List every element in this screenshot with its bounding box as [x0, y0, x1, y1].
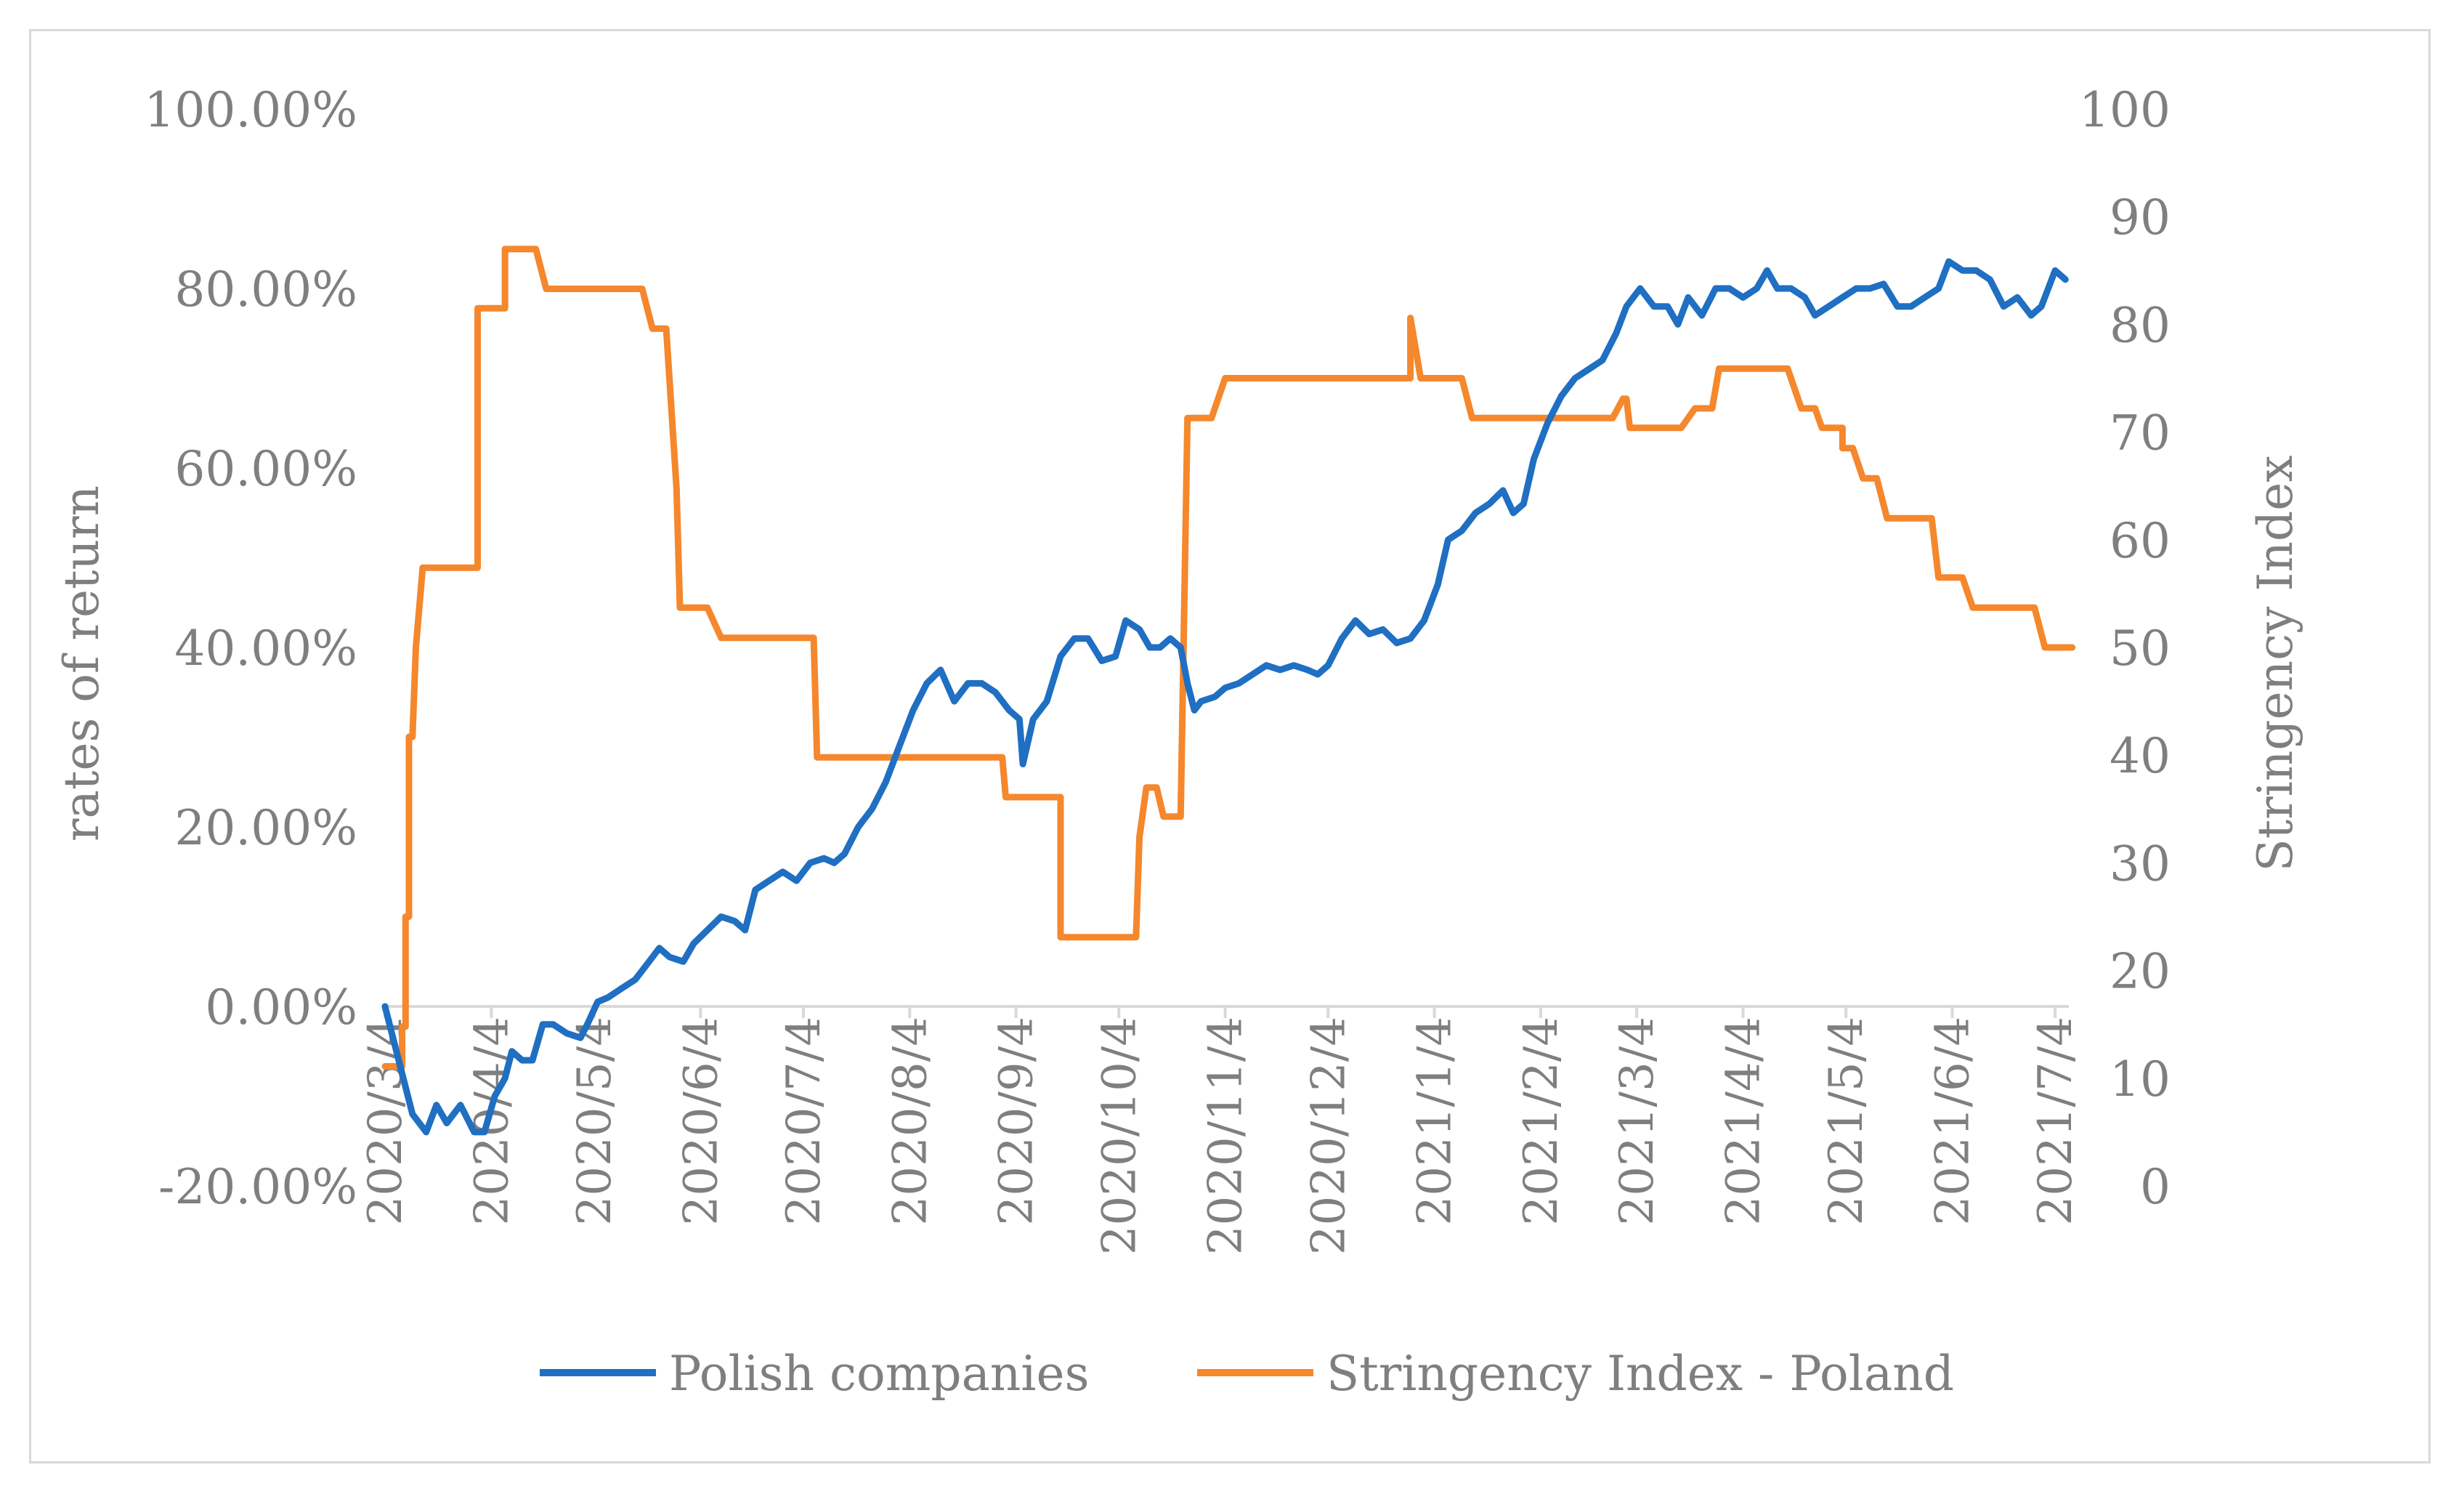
left-axis-tick-label: 80.00% — [174, 262, 357, 318]
x-axis-tick-label: 2020/11/4 — [1199, 1017, 1253, 1255]
x-axis-tick-label: 2020/6/4 — [674, 1017, 728, 1225]
legend-label-polish-companies: Polish companies — [669, 1346, 1089, 1402]
right-axis-tick-label: 50 — [2110, 621, 2171, 677]
x-axis-tick-label: 2021/6/4 — [1926, 1017, 1979, 1225]
right-axis-tick-label: 40 — [2110, 728, 2171, 784]
right-axis-tick-label: 60 — [2110, 513, 2171, 569]
left-axis-tick-label: 0.00% — [205, 980, 357, 1035]
x-axis-tick-label: 2021/2/4 — [1515, 1017, 1568, 1225]
x-axis-tick-label: 2020/12/4 — [1302, 1017, 1355, 1255]
series-line-polish-companies — [381, 258, 2069, 1136]
x-axis-tick-label: 2021/4/4 — [1717, 1017, 1771, 1225]
right-axis-tick-label: 70 — [2110, 405, 2171, 461]
series-line-stringency-index — [381, 246, 2076, 1070]
x-axis-tick-label: 2021/7/4 — [2029, 1017, 2083, 1225]
x-axis-tick-label: 2020/7/4 — [777, 1017, 831, 1225]
left-axis-tick-label: 60.00% — [174, 441, 357, 497]
right-axis-tick-label: 10 — [2110, 1051, 2171, 1107]
right-axis-tick-label: 30 — [2110, 836, 2171, 892]
left-axis-tick-labels: 100.00% 80.00% 60.00% 40.00% 20.00% 0.00% -20.… — [144, 82, 357, 1215]
right-axis-tick-label: 100 — [2079, 82, 2171, 138]
right-axis-title: Stringency Index — [2248, 455, 2303, 871]
legend-label-stringency-index: Stringency Index - Poland — [1326, 1346, 1954, 1402]
x-axis-tick-label: 2020/4/4 — [465, 1017, 519, 1225]
left-axis-tick-label: -20.00% — [158, 1159, 357, 1215]
chart-legend: Polish companies Stringency Index - Pola… — [540, 1346, 1954, 1402]
chart-frame: 100.00% 80.00% 60.00% 40.00% 20.00% 0.00% -20.… — [29, 29, 2431, 1463]
dual-axis-line-chart: 100.00% 80.00% 60.00% 40.00% 20.00% 0.00% -20.… — [54, 82, 2303, 1402]
x-axis-tick-label: 2020/5/4 — [568, 1017, 622, 1225]
left-axis-tick-label: 100.00% — [144, 82, 357, 138]
x-axis-tick-label: 2021/1/4 — [1409, 1017, 1462, 1225]
series-lines — [381, 246, 2076, 1136]
right-axis-tick-label: 90 — [2110, 190, 2171, 246]
left-axis-title: rates of return — [54, 485, 110, 841]
x-axis-tick-label: 2020/8/4 — [883, 1017, 937, 1225]
right-axis-tick-label: 20 — [2110, 944, 2171, 1000]
x-axis-tick-label: 2020/10/4 — [1093, 1017, 1146, 1255]
x-axis-tick-label: 2020/9/4 — [990, 1017, 1044, 1225]
x-axis-tick-label: 2021/3/4 — [1610, 1017, 1664, 1225]
right-axis-tick-label: 0 — [2140, 1159, 2171, 1215]
x-axis-tick-label: 2021/5/4 — [1820, 1017, 1873, 1225]
left-axis-tick-label: 40.00% — [174, 621, 357, 677]
left-axis-tick-label: 20.00% — [174, 800, 357, 856]
right-axis-tick-label: 80 — [2110, 297, 2171, 353]
x-axis-tick-labels: 2020/3/4 2020/4/4 2020/5/4 2020/6/4 2020/7/4… — [359, 1006, 2083, 1255]
